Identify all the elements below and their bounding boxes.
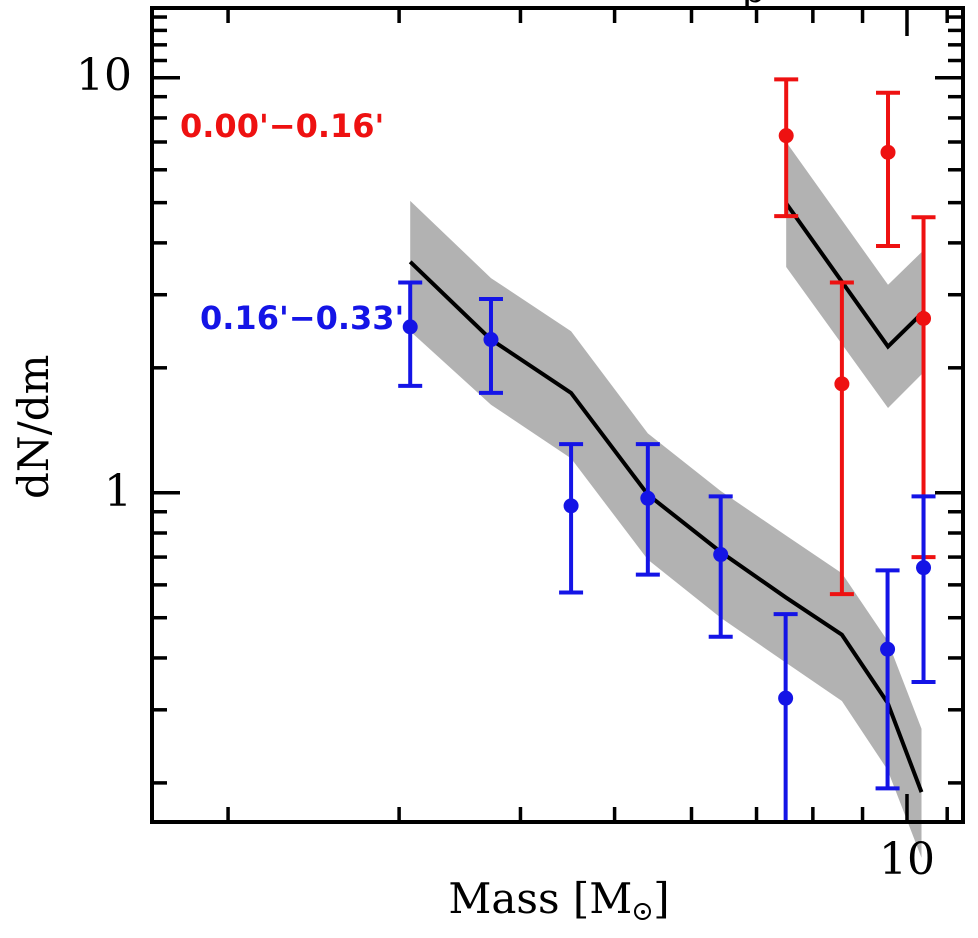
axis-frame [150,6,965,824]
cropped-title-fragment: p [741,0,773,9]
x-axis-label-prefix: Mass [M [448,874,633,923]
confidence-band-1 [410,200,922,858]
solar-mass-icon-dot [640,909,645,914]
axis-ticks [154,10,961,820]
solar-mass-icon [634,903,652,920]
x-axis-label: Mass [M] [399,874,719,930]
data-series-1 [398,280,936,822]
x-axis-tick-label-10: 10 [879,834,935,885]
y-axis-tick-label-1: 1 [104,466,132,517]
x-axis-label-suffix: ] [653,874,670,923]
legend-entry-outer-annulus: 0.16'−0.33' [200,299,405,337]
y-axis-tick-label-10: 10 [76,50,132,101]
legend-entry-inner-annulus: 0.00'−0.16' [180,107,385,145]
y-axis-label: dN/dm [9,354,58,500]
confidence-band-0 [786,141,924,409]
model-line-0 [784,202,925,350]
cropped-title-text: p [741,0,773,9]
